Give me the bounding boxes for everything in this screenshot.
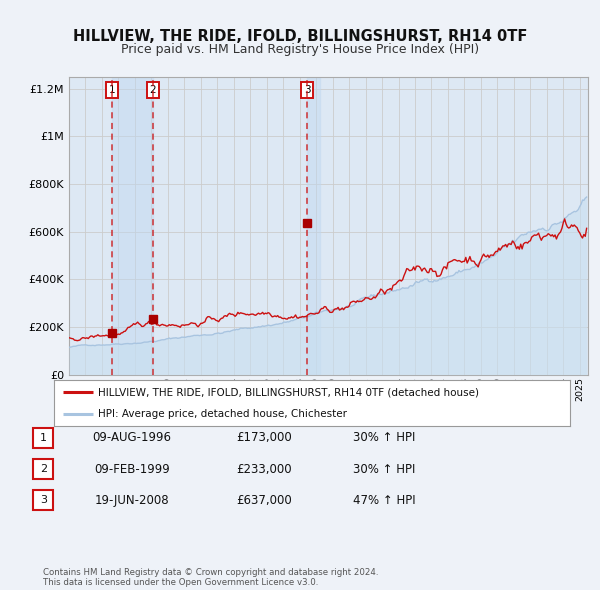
Text: 1: 1 xyxy=(40,433,47,442)
Text: 30% ↑ HPI: 30% ↑ HPI xyxy=(353,463,415,476)
Text: £233,000: £233,000 xyxy=(236,463,292,476)
Text: HPI: Average price, detached house, Chichester: HPI: Average price, detached house, Chic… xyxy=(98,408,347,418)
Text: 2: 2 xyxy=(40,464,47,474)
Text: 3: 3 xyxy=(304,85,311,95)
Bar xyxy=(112,77,153,375)
Text: HILLVIEW, THE RIDE, IFOLD, BILLINGSHURST, RH14 0TF: HILLVIEW, THE RIDE, IFOLD, BILLINGSHURST… xyxy=(73,29,527,44)
Text: HILLVIEW, THE RIDE, IFOLD, BILLINGSHURST, RH14 0TF (detached house): HILLVIEW, THE RIDE, IFOLD, BILLINGSHURST… xyxy=(98,388,479,398)
Text: 3: 3 xyxy=(40,496,47,505)
Text: £173,000: £173,000 xyxy=(236,431,292,444)
Text: 09-AUG-1996: 09-AUG-1996 xyxy=(92,431,172,444)
Text: Contains HM Land Registry data © Crown copyright and database right 2024.: Contains HM Land Registry data © Crown c… xyxy=(43,568,379,577)
Text: Price paid vs. HM Land Registry's House Price Index (HPI): Price paid vs. HM Land Registry's House … xyxy=(121,43,479,56)
Text: 2: 2 xyxy=(150,85,157,95)
Text: £637,000: £637,000 xyxy=(236,494,292,507)
Text: 19-JUN-2008: 19-JUN-2008 xyxy=(95,494,169,507)
Text: 47% ↑ HPI: 47% ↑ HPI xyxy=(353,494,415,507)
Text: 1: 1 xyxy=(109,85,115,95)
Text: 30% ↑ HPI: 30% ↑ HPI xyxy=(353,431,415,444)
Text: This data is licensed under the Open Government Licence v3.0.: This data is licensed under the Open Gov… xyxy=(43,578,319,588)
Text: 09-FEB-1999: 09-FEB-1999 xyxy=(94,463,170,476)
Bar xyxy=(307,77,320,375)
